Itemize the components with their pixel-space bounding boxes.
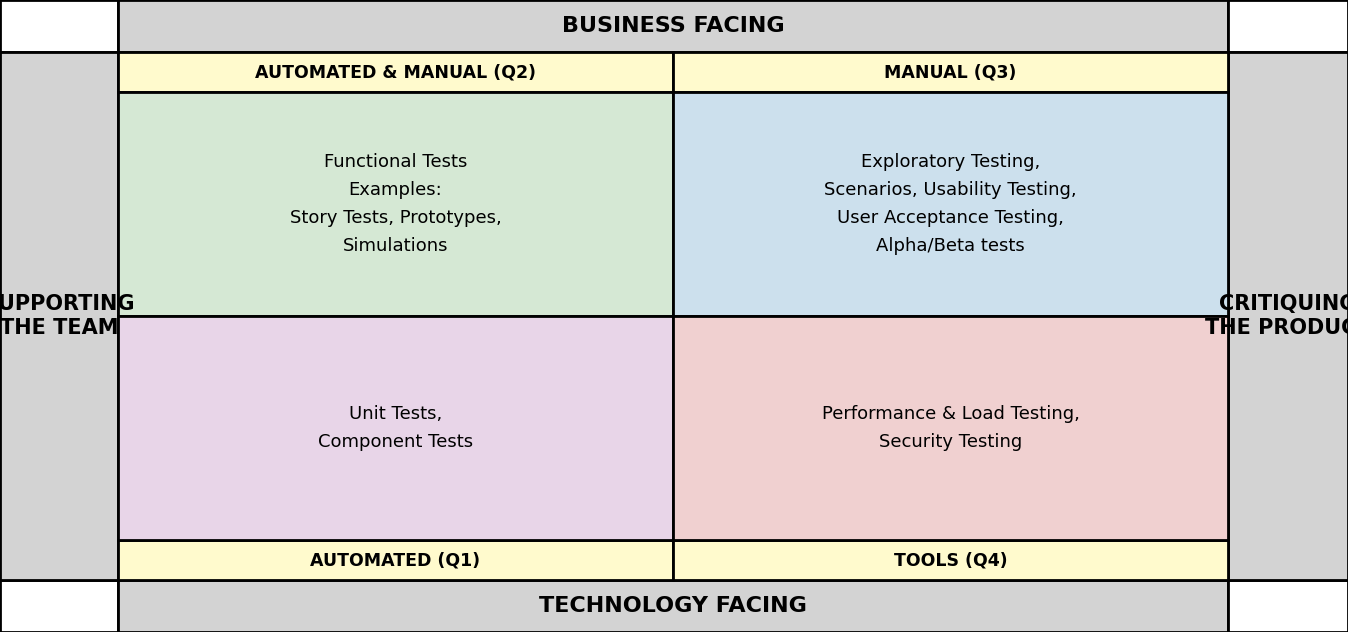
Text: Exploratory Testing,
Scenarios, Usability Testing,
User Acceptance Testing,
Alph: Exploratory Testing, Scenarios, Usabilit… [824, 154, 1077, 255]
Text: Functional Tests
Examples:
Story Tests, Prototypes,
Simulations: Functional Tests Examples: Story Tests, … [290, 154, 501, 255]
Bar [1228, 580, 1348, 632]
Bar [0, 580, 119, 632]
Bar [1228, 52, 1348, 580]
Text: Unit Tests,
Component Tests: Unit Tests, Component Tests [318, 405, 473, 451]
Bar [673, 52, 1228, 92]
Text: BUSINESS FACING: BUSINESS FACING [562, 16, 785, 36]
Text: CRITIQUING
THE PRODUCT: CRITIQUING THE PRODUCT [1205, 295, 1348, 337]
Bar [119, 52, 673, 92]
Bar [119, 580, 1228, 632]
Text: AUTOMATED (Q1): AUTOMATED (Q1) [310, 551, 481, 569]
Bar [119, 0, 1228, 52]
Text: SUPPORTING
THE TEAM: SUPPORTING THE TEAM [0, 295, 135, 337]
Bar [1228, 0, 1348, 52]
Bar [0, 0, 119, 52]
Bar [119, 92, 673, 316]
Bar [673, 92, 1228, 316]
Bar [673, 316, 1228, 540]
Bar [0, 52, 119, 580]
Text: Performance & Load Testing,
Security Testing: Performance & Load Testing, Security Tes… [821, 405, 1080, 451]
Bar [119, 316, 673, 540]
Bar [119, 540, 673, 580]
Text: AUTOMATED & MANUAL (Q2): AUTOMATED & MANUAL (Q2) [255, 63, 537, 81]
Text: TECHNOLOGY FACING: TECHNOLOGY FACING [539, 596, 807, 616]
Text: MANUAL (Q3): MANUAL (Q3) [884, 63, 1016, 81]
Bar [673, 540, 1228, 580]
Text: TOOLS (Q4): TOOLS (Q4) [894, 551, 1007, 569]
